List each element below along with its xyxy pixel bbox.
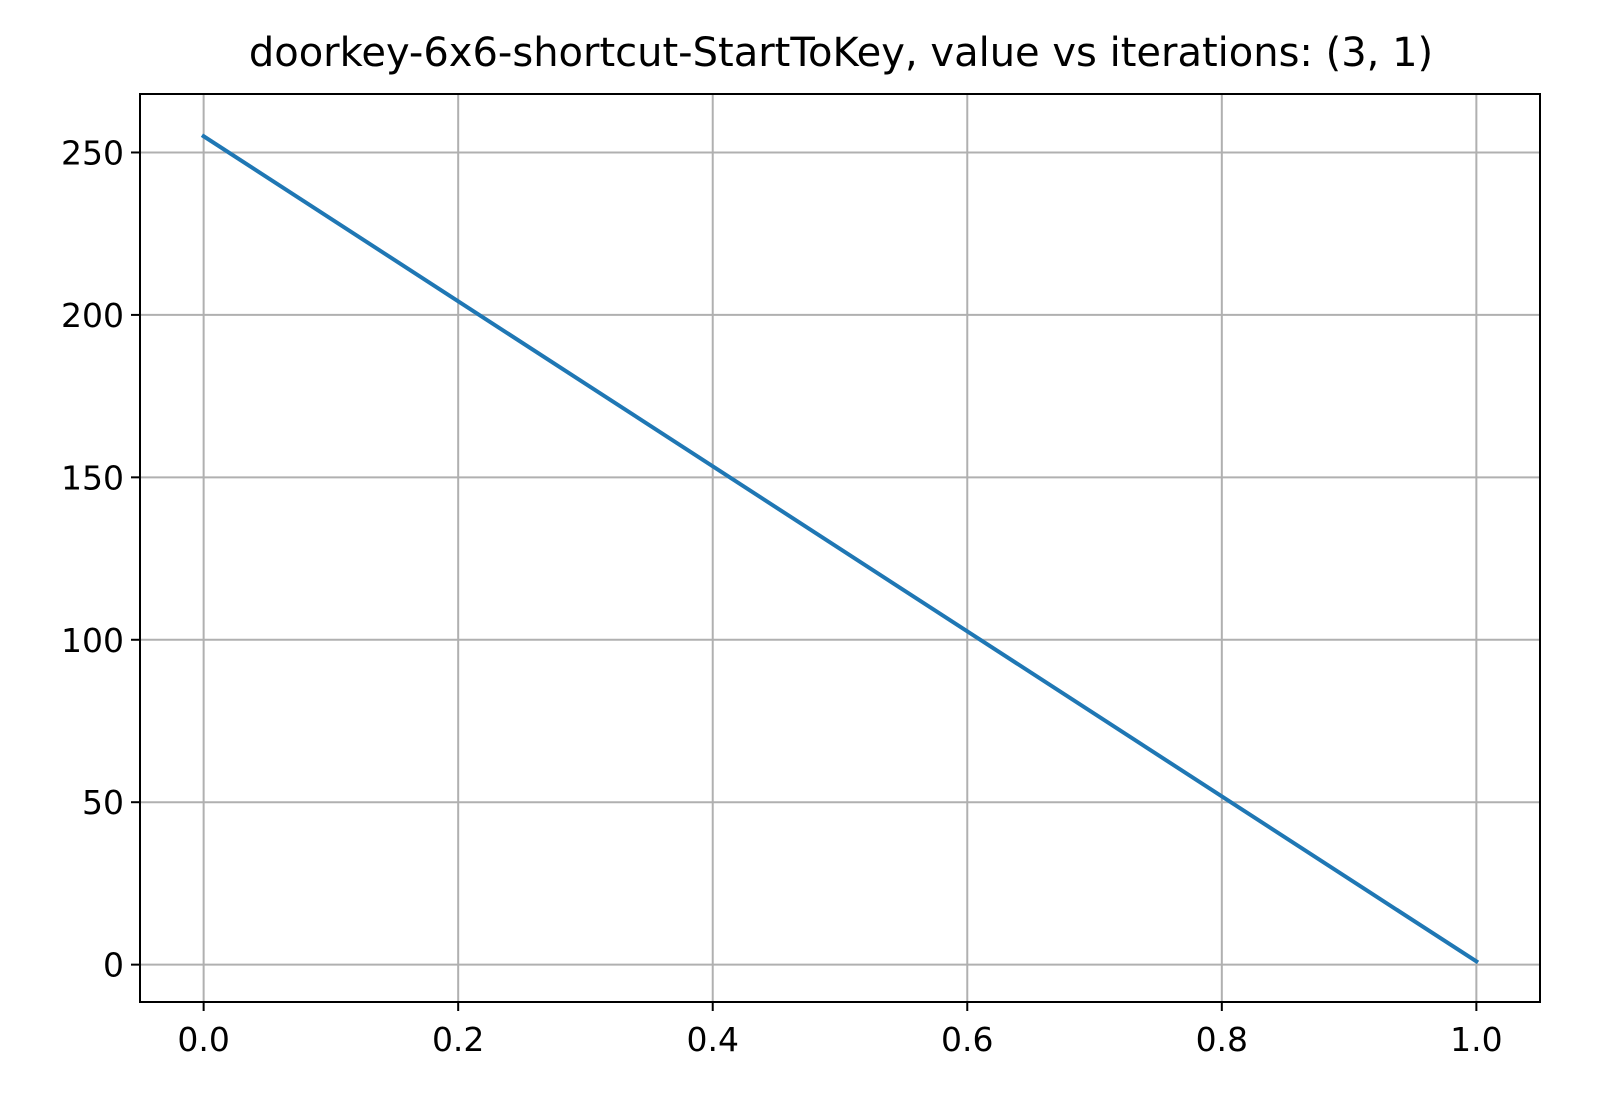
x-tick-label: 0.0 (177, 1020, 229, 1059)
y-tick-label: 100 (61, 621, 124, 660)
y-tick-label: 200 (61, 296, 124, 335)
series-line (200, 133, 1480, 965)
plot-frame (139, 93, 1541, 1003)
y-tick-label: 0 (103, 946, 124, 985)
chart-title: doorkey-6x6-shortcut-StartToKey, value v… (249, 30, 1433, 76)
grid-lines (140, 94, 1540, 1002)
y-tick-label: 250 (61, 133, 124, 172)
y-tick-label: 50 (82, 783, 124, 822)
y-tick-label: 150 (61, 458, 124, 497)
x-tick-label: 0.2 (432, 1020, 484, 1059)
x-tick-label: 1.0 (1450, 1020, 1502, 1059)
axis-ticks: 0.0 0.2 0.4 0.6 0.8 1.0 0 50 100 150 200 250 (61, 133, 1503, 1059)
x-tick-label: 0.6 (941, 1020, 993, 1059)
x-tick-label: 0.8 (1196, 1020, 1248, 1059)
x-tick-label: 0.4 (686, 1020, 738, 1059)
series-layer (200, 133, 1480, 965)
